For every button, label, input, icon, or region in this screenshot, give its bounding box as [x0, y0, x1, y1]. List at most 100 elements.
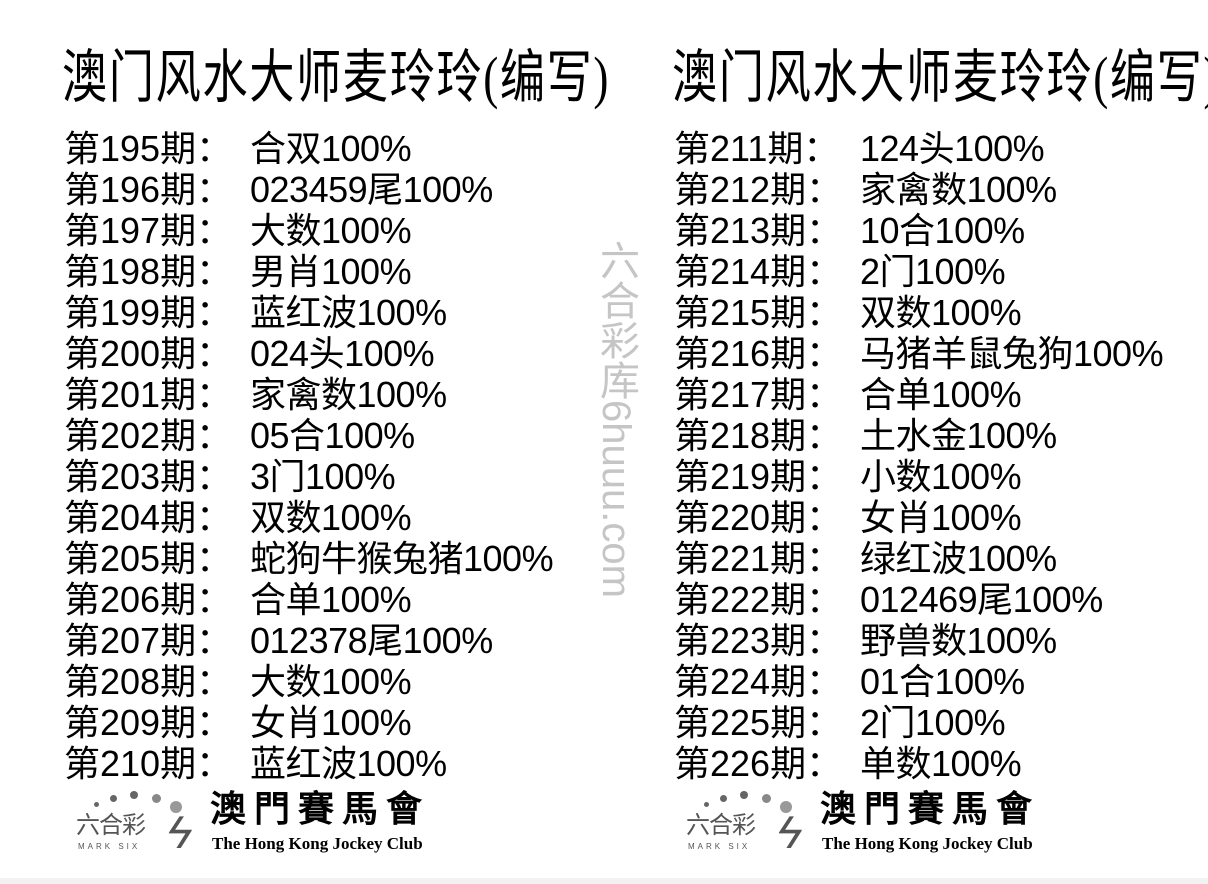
- issue-label: 第197期：: [64, 210, 233, 251]
- issue-label: 第209期：: [64, 702, 233, 743]
- prediction-value: 023459尾100%: [250, 169, 493, 210]
- prediction-value: 女肖100%: [250, 702, 412, 743]
- prediction-row: 第224期： 01合100%: [674, 661, 1163, 702]
- jockey-club-logo: 六合彩 MARK SIX ϟ 澳門賽馬會 The Hong Kong Jocke…: [72, 788, 502, 868]
- prediction-row: 第215期： 双数100%: [674, 292, 1163, 333]
- issue-label: 第214期：: [674, 251, 843, 292]
- column-title: 澳门风水大师麦玲玲(编写): [62, 45, 611, 110]
- issue-label: 第204期：: [64, 497, 233, 538]
- prediction-row: 第198期： 男肖100%: [64, 251, 553, 292]
- issue-label: 第212期：: [674, 169, 843, 210]
- issue-label: 第213期：: [674, 210, 843, 251]
- prediction-row: 第211期： 124头100%: [674, 128, 1163, 169]
- prediction-value: 蓝红波100%: [250, 292, 447, 333]
- prediction-value: 家禽数100%: [250, 374, 447, 415]
- issue-label: 第207期：: [64, 620, 233, 661]
- issue-label: 第223期：: [674, 620, 843, 661]
- bottom-divider: [0, 878, 1208, 884]
- prediction-value: 01合100%: [860, 661, 1025, 702]
- prediction-list: 第211期： 124头100% 第212期： 家禽数100% 第213期： 10合100%…: [674, 128, 1164, 784]
- jockey-club-logo: 六合彩 MARK SIX ϟ 澳門賽馬會 The Hong Kong Jocke…: [682, 788, 1112, 868]
- prediction-value: 家禽数100%: [860, 169, 1057, 210]
- prediction-value: 05合100%: [250, 415, 415, 456]
- prediction-row: 第203期： 3门100%: [64, 456, 553, 497]
- mark-six-en: MARK SIX: [688, 842, 751, 851]
- prediction-row: 第219期： 小数100%: [674, 456, 1163, 497]
- issue-label: 第215期：: [674, 292, 843, 333]
- issue-label: 第226期：: [674, 743, 843, 784]
- prediction-value: 合双100%: [250, 128, 412, 169]
- issue-label: 第218期：: [674, 415, 843, 456]
- prediction-value: 双数100%: [250, 497, 412, 538]
- issue-label: 第208期：: [64, 661, 233, 702]
- right-column: 澳门风水大师麦玲玲(编写) 第211期： 124头100% 第212期： 家禽数100…: [610, 0, 1208, 884]
- column-title: 澳门风水大师麦玲玲(编写): [672, 45, 1208, 110]
- prediction-row: 第200期： 024头100%: [64, 333, 553, 374]
- prediction-row: 第222期： 012469尾100%: [674, 579, 1163, 620]
- club-name-en: The Hong Kong Jockey Club: [822, 834, 1033, 853]
- left-column: 澳门风水大师麦玲玲(编写) 第195期： 合双100% 第196期： 023459尾1…: [0, 0, 609, 884]
- mark-six-cn: 六合彩: [76, 812, 146, 839]
- prediction-value: 男肖100%: [250, 251, 412, 292]
- prediction-value: 2门100%: [860, 702, 1006, 743]
- prediction-row: 第216期： 马猪羊鼠兔狗100%: [674, 333, 1164, 374]
- prediction-value: 土水金100%: [860, 415, 1057, 456]
- watermark: 六合彩库6huuu.com: [594, 240, 638, 598]
- prediction-row: 第210期： 蓝红波100%: [64, 743, 553, 784]
- prediction-row: 第196期： 023459尾100%: [64, 169, 553, 210]
- issue-label: 第206期：: [64, 579, 233, 620]
- prediction-value: 3门100%: [250, 456, 396, 497]
- prediction-row: 第214期： 2门100%: [674, 251, 1163, 292]
- prediction-row: 第225期： 2门100%: [674, 702, 1163, 743]
- issue-label: 第199期：: [64, 292, 233, 333]
- club-name-cn: 澳門賽馬會: [210, 789, 431, 829]
- prediction-value: 野兽数100%: [860, 620, 1057, 661]
- prediction-list: 第195期： 合双100% 第196期： 023459尾100% 第197期： 大数100…: [64, 128, 554, 784]
- prediction-row: 第220期： 女肖100%: [674, 497, 1163, 538]
- mark-six-en: MARK SIX: [78, 842, 141, 851]
- prediction-value: 双数100%: [860, 292, 1022, 333]
- prediction-value: 女肖100%: [860, 497, 1022, 538]
- prediction-value: 124头100%: [860, 128, 1045, 169]
- prediction-row: 第199期： 蓝红波100%: [64, 292, 553, 333]
- prediction-row: 第218期： 土水金100%: [674, 415, 1163, 456]
- issue-label: 第224期：: [674, 661, 843, 702]
- prediction-value: 012378尾100%: [250, 620, 493, 661]
- lightning-icon: ϟ: [161, 806, 200, 858]
- prediction-row: 第202期： 05合100%: [64, 415, 553, 456]
- issue-label: 第219期：: [674, 456, 843, 497]
- prediction-value: 024头100%: [250, 333, 435, 374]
- prediction-row: 第208期： 大数100%: [64, 661, 553, 702]
- mark-six-logo: 六合彩 MARK SIX ϟ: [72, 788, 208, 868]
- prediction-value: 大数100%: [250, 210, 412, 251]
- prediction-row: 第226期： 单数100%: [674, 743, 1163, 784]
- issue-label: 第222期：: [674, 579, 843, 620]
- issue-label: 第201期：: [64, 374, 233, 415]
- prediction-value: 合单100%: [860, 374, 1022, 415]
- issue-label: 第217期：: [674, 374, 843, 415]
- issue-label: 第200期：: [64, 333, 233, 374]
- prediction-value: 蛇狗牛猴兔猪100%: [250, 538, 554, 579]
- issue-label: 第198期：: [64, 251, 233, 292]
- issue-label: 第221期：: [674, 538, 843, 579]
- mark-six-logo: 六合彩 MARK SIX ϟ: [682, 788, 818, 868]
- prediction-row: 第221期： 绿红波100%: [674, 538, 1163, 579]
- issue-label: 第211期：: [674, 128, 840, 169]
- prediction-value: 大数100%: [250, 661, 412, 702]
- issue-label: 第210期：: [64, 743, 233, 784]
- prediction-row: 第209期： 女肖100%: [64, 702, 553, 743]
- prediction-row: 第197期： 大数100%: [64, 210, 553, 251]
- prediction-value: 2门100%: [860, 251, 1006, 292]
- prediction-row: 第223期： 野兽数100%: [674, 620, 1163, 661]
- issue-label: 第205期：: [64, 538, 233, 579]
- mark-six-cn: 六合彩: [686, 812, 756, 839]
- club-name-cn: 澳門賽馬會: [820, 789, 1041, 829]
- prediction-row: 第213期： 10合100%: [674, 210, 1163, 251]
- prediction-value: 012469尾100%: [860, 579, 1103, 620]
- issue-label: 第202期：: [64, 415, 233, 456]
- prediction-value: 合单100%: [250, 579, 412, 620]
- issue-label: 第220期：: [674, 497, 843, 538]
- prediction-row: 第195期： 合双100%: [64, 128, 553, 169]
- issue-label: 第203期：: [64, 456, 233, 497]
- prediction-row: 第201期： 家禽数100%: [64, 374, 553, 415]
